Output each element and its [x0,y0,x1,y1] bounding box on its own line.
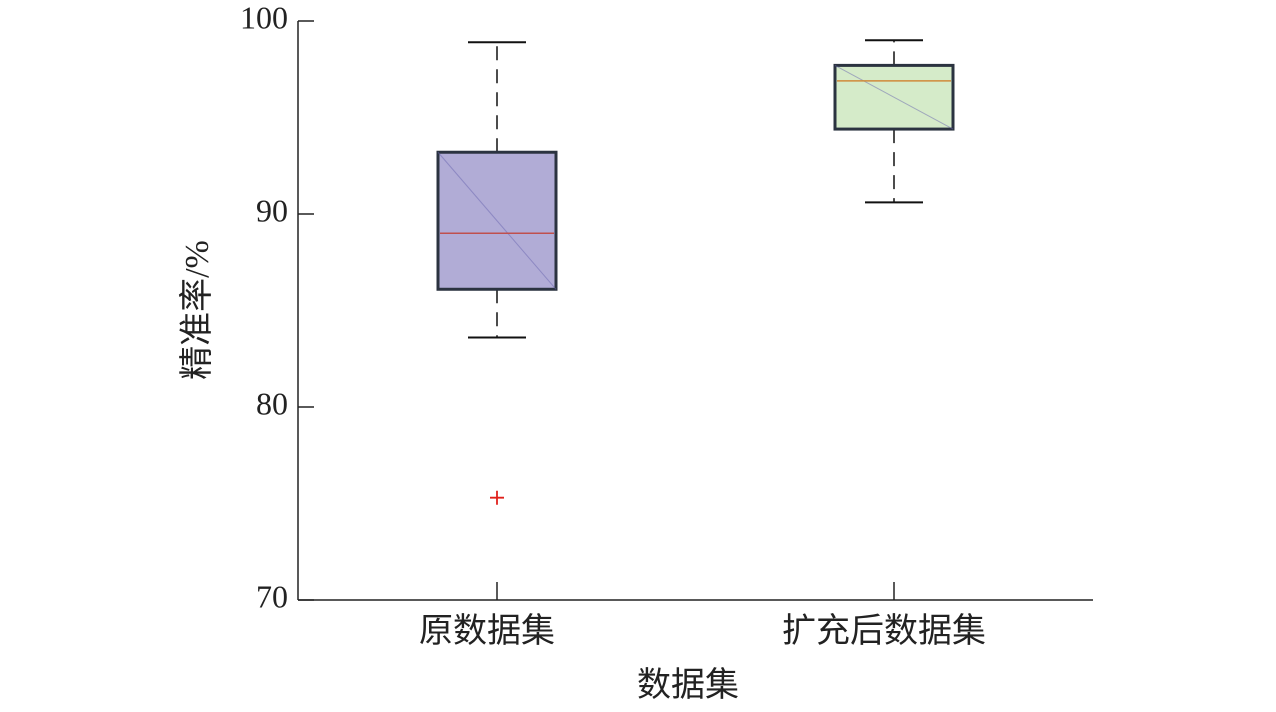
y-tick-label: 90 [256,192,288,228]
box-diagonal [834,64,954,130]
x-tick-label: 扩充后数据集 [782,612,986,650]
x-tick-label: 原数据集 [419,612,555,650]
y-axis-title: 精准率/% [178,240,216,380]
box-diagonal [437,151,557,290]
y-tick-label: 80 [256,385,288,421]
x-axis-title: 数据集 [637,666,739,704]
y-tick-label: 100 [240,0,288,35]
y-tick-label: 70 [256,578,288,614]
outlier [490,490,504,505]
